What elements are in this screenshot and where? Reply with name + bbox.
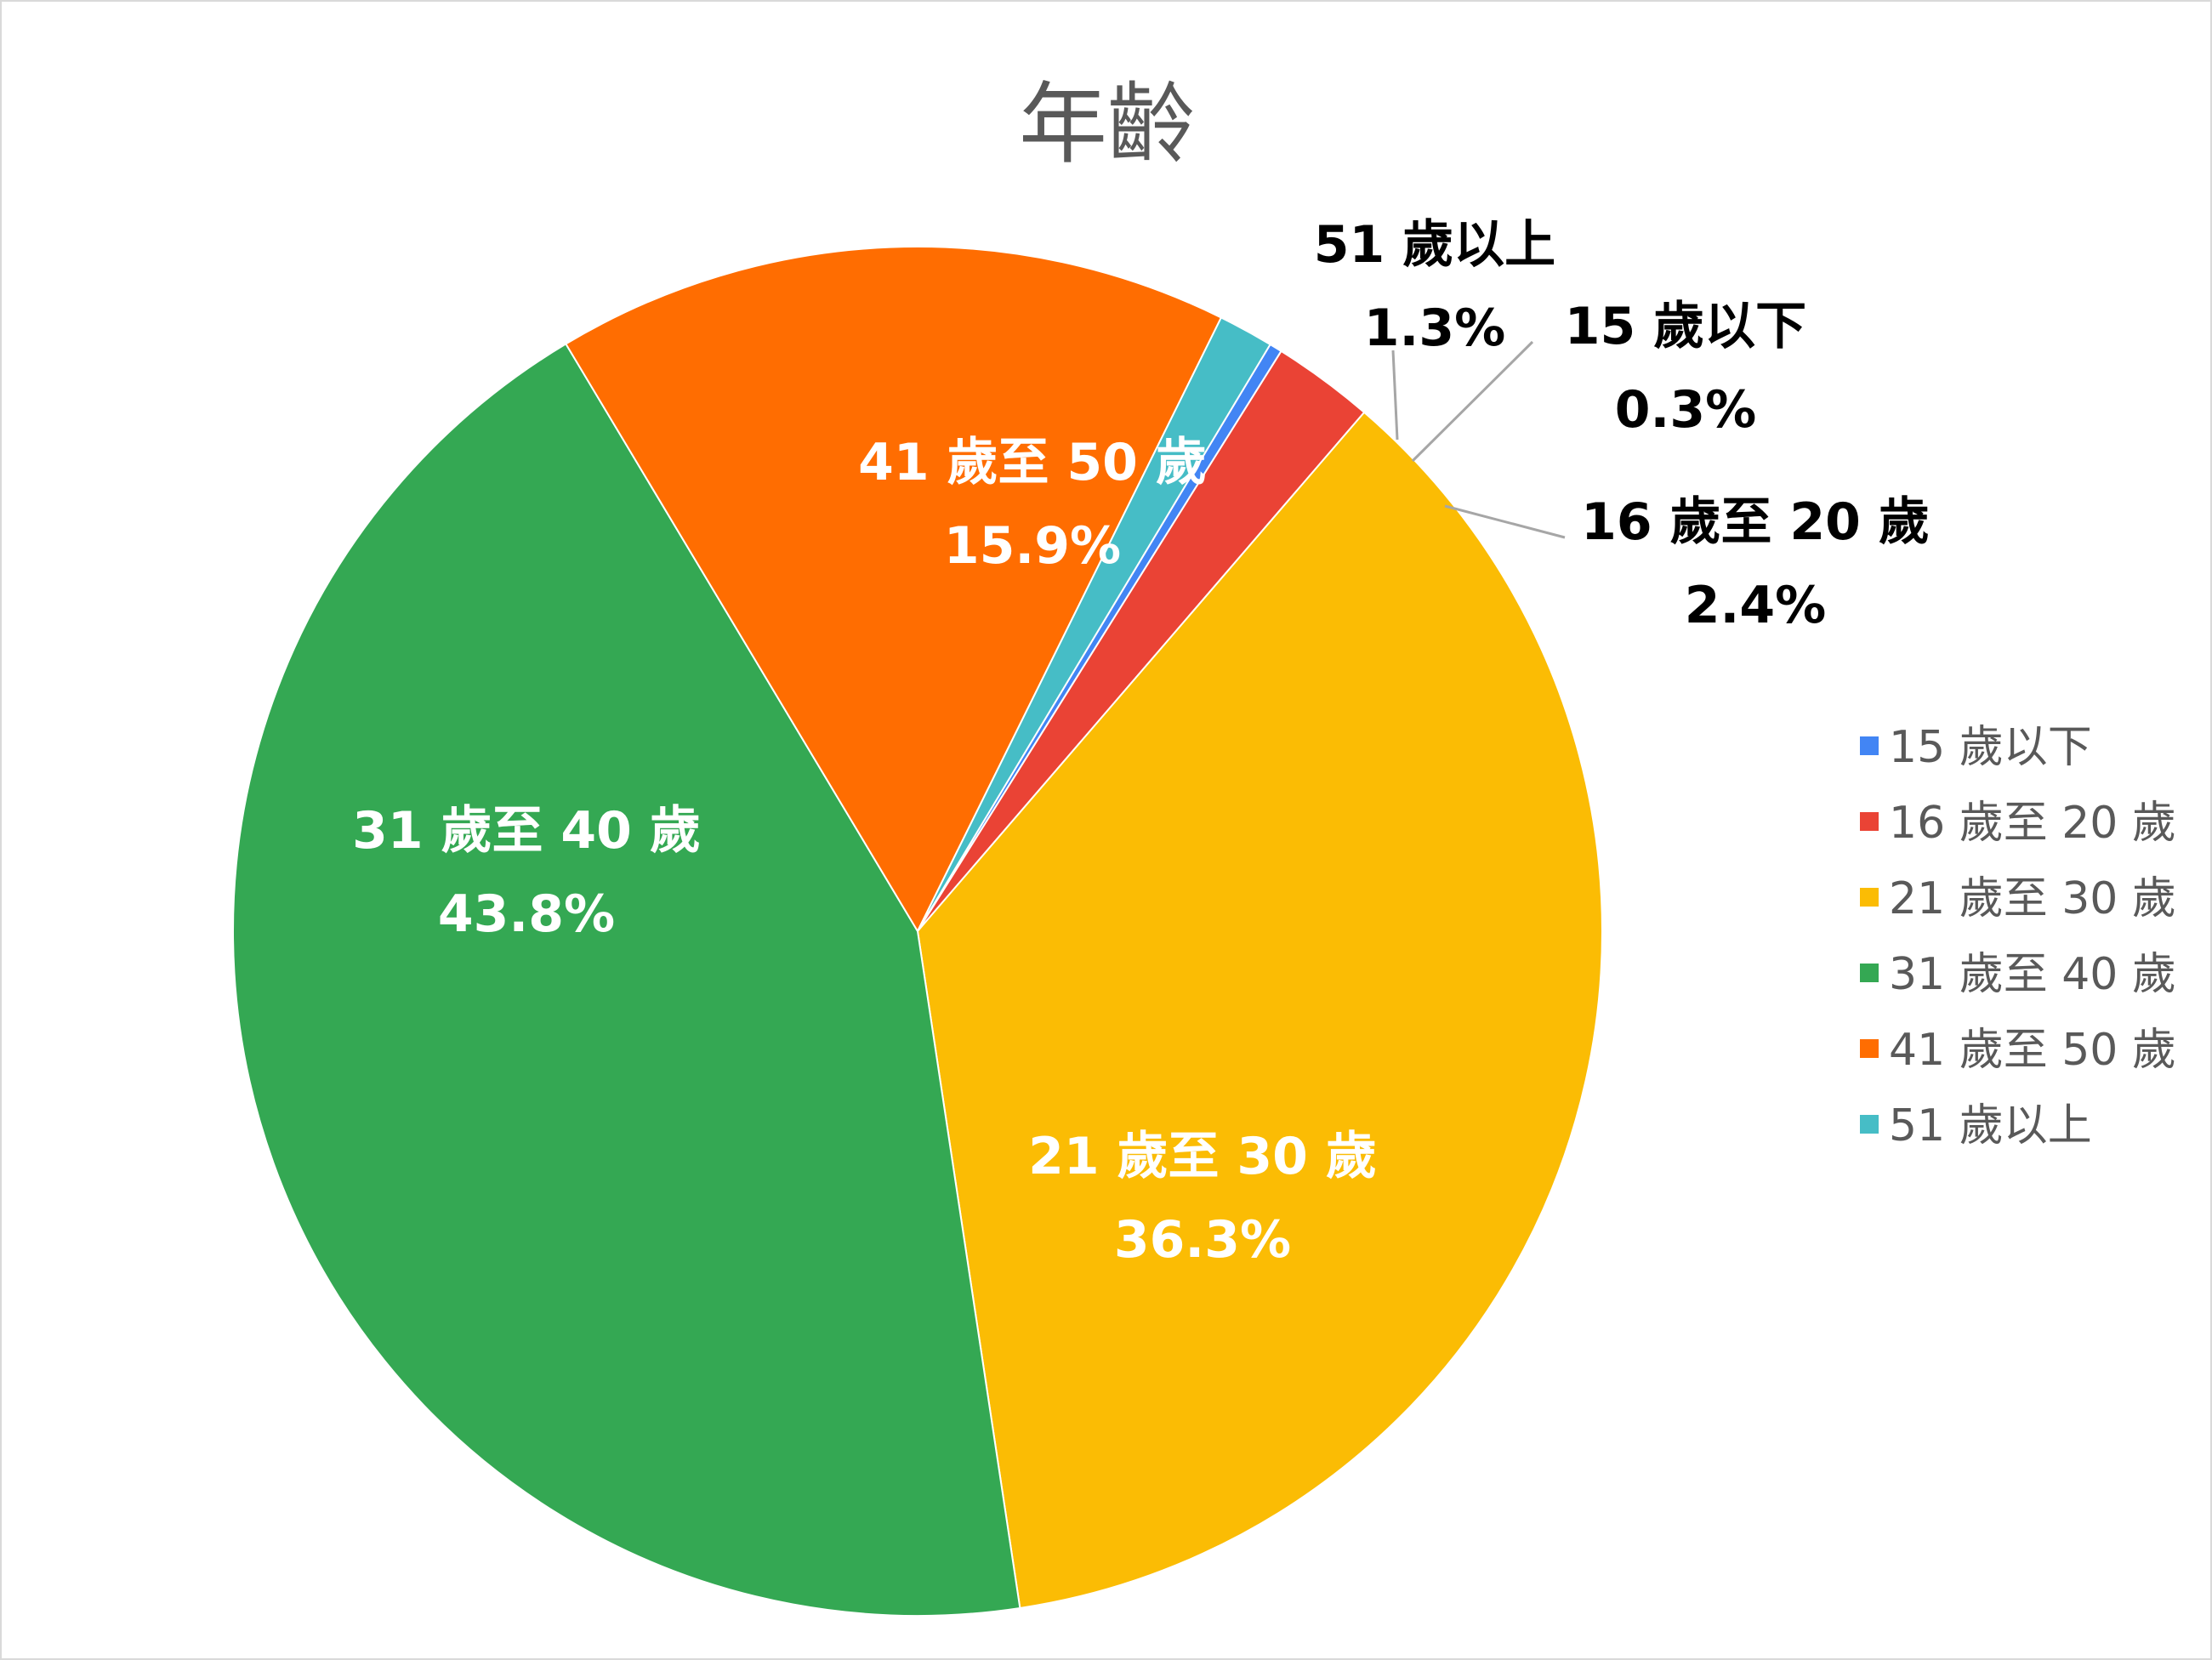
data-label-value-5: 15.9% — [944, 516, 1121, 576]
data-label-category-2: 16 歲至 20 歲 — [1581, 492, 1930, 552]
data-labels: 15 歲以下 0.3% 16 歲至 20 歲 2.4% 21 歲至 30 歲 36.3% 3… — [352, 215, 1930, 1270]
legend-label-4: 31 歲至 40 歲 — [1889, 949, 2176, 1000]
legend-swatch-2 — [1860, 812, 1879, 831]
leader-line-1 — [1411, 340, 1534, 463]
legend-label-6: 51 歲以上 — [1889, 1100, 2092, 1151]
pie-slice-4 — [232, 343, 1021, 1617]
pie-slice-6 — [917, 316, 1271, 932]
chart-title: 年齡 — [1019, 72, 1196, 176]
data-label-value-6: 1.3% — [1364, 298, 1505, 358]
data-label-category-1: 15 歲以下 — [1565, 297, 1806, 356]
legend-swatch-5 — [1860, 1039, 1879, 1058]
leader-line-2 — [1444, 504, 1566, 539]
pie-slices — [232, 246, 1603, 1617]
legend-label-3: 21 歲至 30 歲 — [1889, 873, 2176, 924]
data-label-category-5: 41 歲至 50 歲 — [858, 433, 1207, 492]
legend-swatch-1 — [1860, 736, 1879, 755]
data-label-value-1: 0.3% — [1615, 380, 1756, 440]
data-label-value-2: 2.4% — [1685, 576, 1826, 635]
data-label-category-3: 21 歲至 30 歲 — [1028, 1127, 1377, 1186]
label-leader-lines — [1391, 340, 1566, 539]
leader-line-6 — [1391, 350, 1399, 441]
legend-swatch-3 — [1860, 888, 1879, 907]
pie-slice-3 — [916, 411, 1603, 1610]
data-label-category-4: 31 歲至 40 歲 — [352, 801, 701, 861]
legend-label-5: 41 歲至 50 歲 — [1889, 1025, 2176, 1076]
legend-label-2: 16 歲至 20 歲 — [1889, 798, 2176, 849]
data-label-value-4: 43.8% — [438, 884, 615, 944]
data-label-value-3: 36.3% — [1114, 1210, 1291, 1270]
legend-swatch-4 — [1860, 964, 1879, 982]
pie-slice-5 — [564, 246, 1223, 934]
legend-label-1: 15 歲以下 — [1889, 722, 2092, 773]
legend-swatch-6 — [1860, 1115, 1879, 1134]
legend: 15 歲以下 16 歲至 20 歲 21 歲至 30 歲 31 歲至 40 歲 41 歲… — [1860, 722, 2176, 1151]
data-label-category-6: 51 歲以上 — [1314, 215, 1555, 275]
